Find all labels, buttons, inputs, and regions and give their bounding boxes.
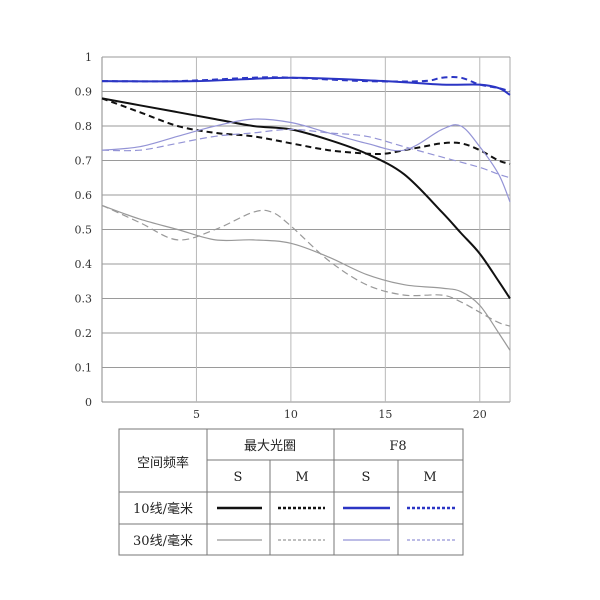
series-line-f8_10_S: [101, 76, 511, 96]
x-tick-label: 5: [193, 408, 200, 421]
y-tick-label: 0.1: [75, 362, 93, 375]
legend-header-spatial-frequency: 空间频率: [137, 455, 189, 471]
legend-row-30lpmm: 30线/毫米: [133, 533, 193, 549]
legend-swatches: [217, 506, 455, 541]
legend-col-s-f8: S: [362, 470, 371, 485]
y-tick-label: 0.6: [75, 189, 93, 202]
x-tick-labels: 5 10 15 20: [193, 408, 487, 421]
gridlines: [102, 56, 510, 402]
series-lines: [101, 76, 511, 351]
series-line-f8_10_M: [101, 76, 511, 93]
y-tick-label: 1: [85, 51, 92, 64]
y-tick-label: 0: [85, 396, 92, 409]
legend-col-m-max: M: [295, 470, 308, 485]
x-tick-label: 15: [378, 408, 392, 421]
y-tick-label: 0.3: [75, 293, 93, 306]
series-line-f8_30_S: [101, 118, 511, 203]
y-tick-label: 0.4: [75, 258, 93, 271]
y-tick-label: 0.2: [75, 327, 93, 340]
legend-group-f8: F8: [389, 439, 406, 454]
legend-group-max-aperture: 最大光圈: [244, 439, 296, 454]
series-line-max_10_M: [101, 97, 511, 165]
x-tick-label: 20: [473, 408, 487, 421]
legend-col-s-max: S: [234, 470, 243, 485]
legend-col-m-f8: M: [423, 470, 436, 485]
y-tick-label: 0.9: [75, 86, 93, 99]
y-tick-labels: 0 0.1 0.2 0.3 0.4 0.5 0.6 0.7 0.8 0.9 1: [75, 51, 93, 409]
y-tick-label: 0.8: [75, 120, 93, 133]
x-tick-label: 10: [284, 408, 298, 421]
y-tick-label: 0.5: [75, 224, 93, 237]
series-line-max_10_S: [101, 97, 511, 300]
y-tick-label: 0.7: [75, 155, 93, 168]
series-line-max_30_M: [101, 204, 511, 327]
series-line-f8_30_M: [101, 128, 511, 179]
legend-table: [118, 428, 464, 556]
legend-row-10lpmm: 10线/毫米: [133, 501, 193, 517]
series-line-max_30_S: [101, 204, 511, 351]
